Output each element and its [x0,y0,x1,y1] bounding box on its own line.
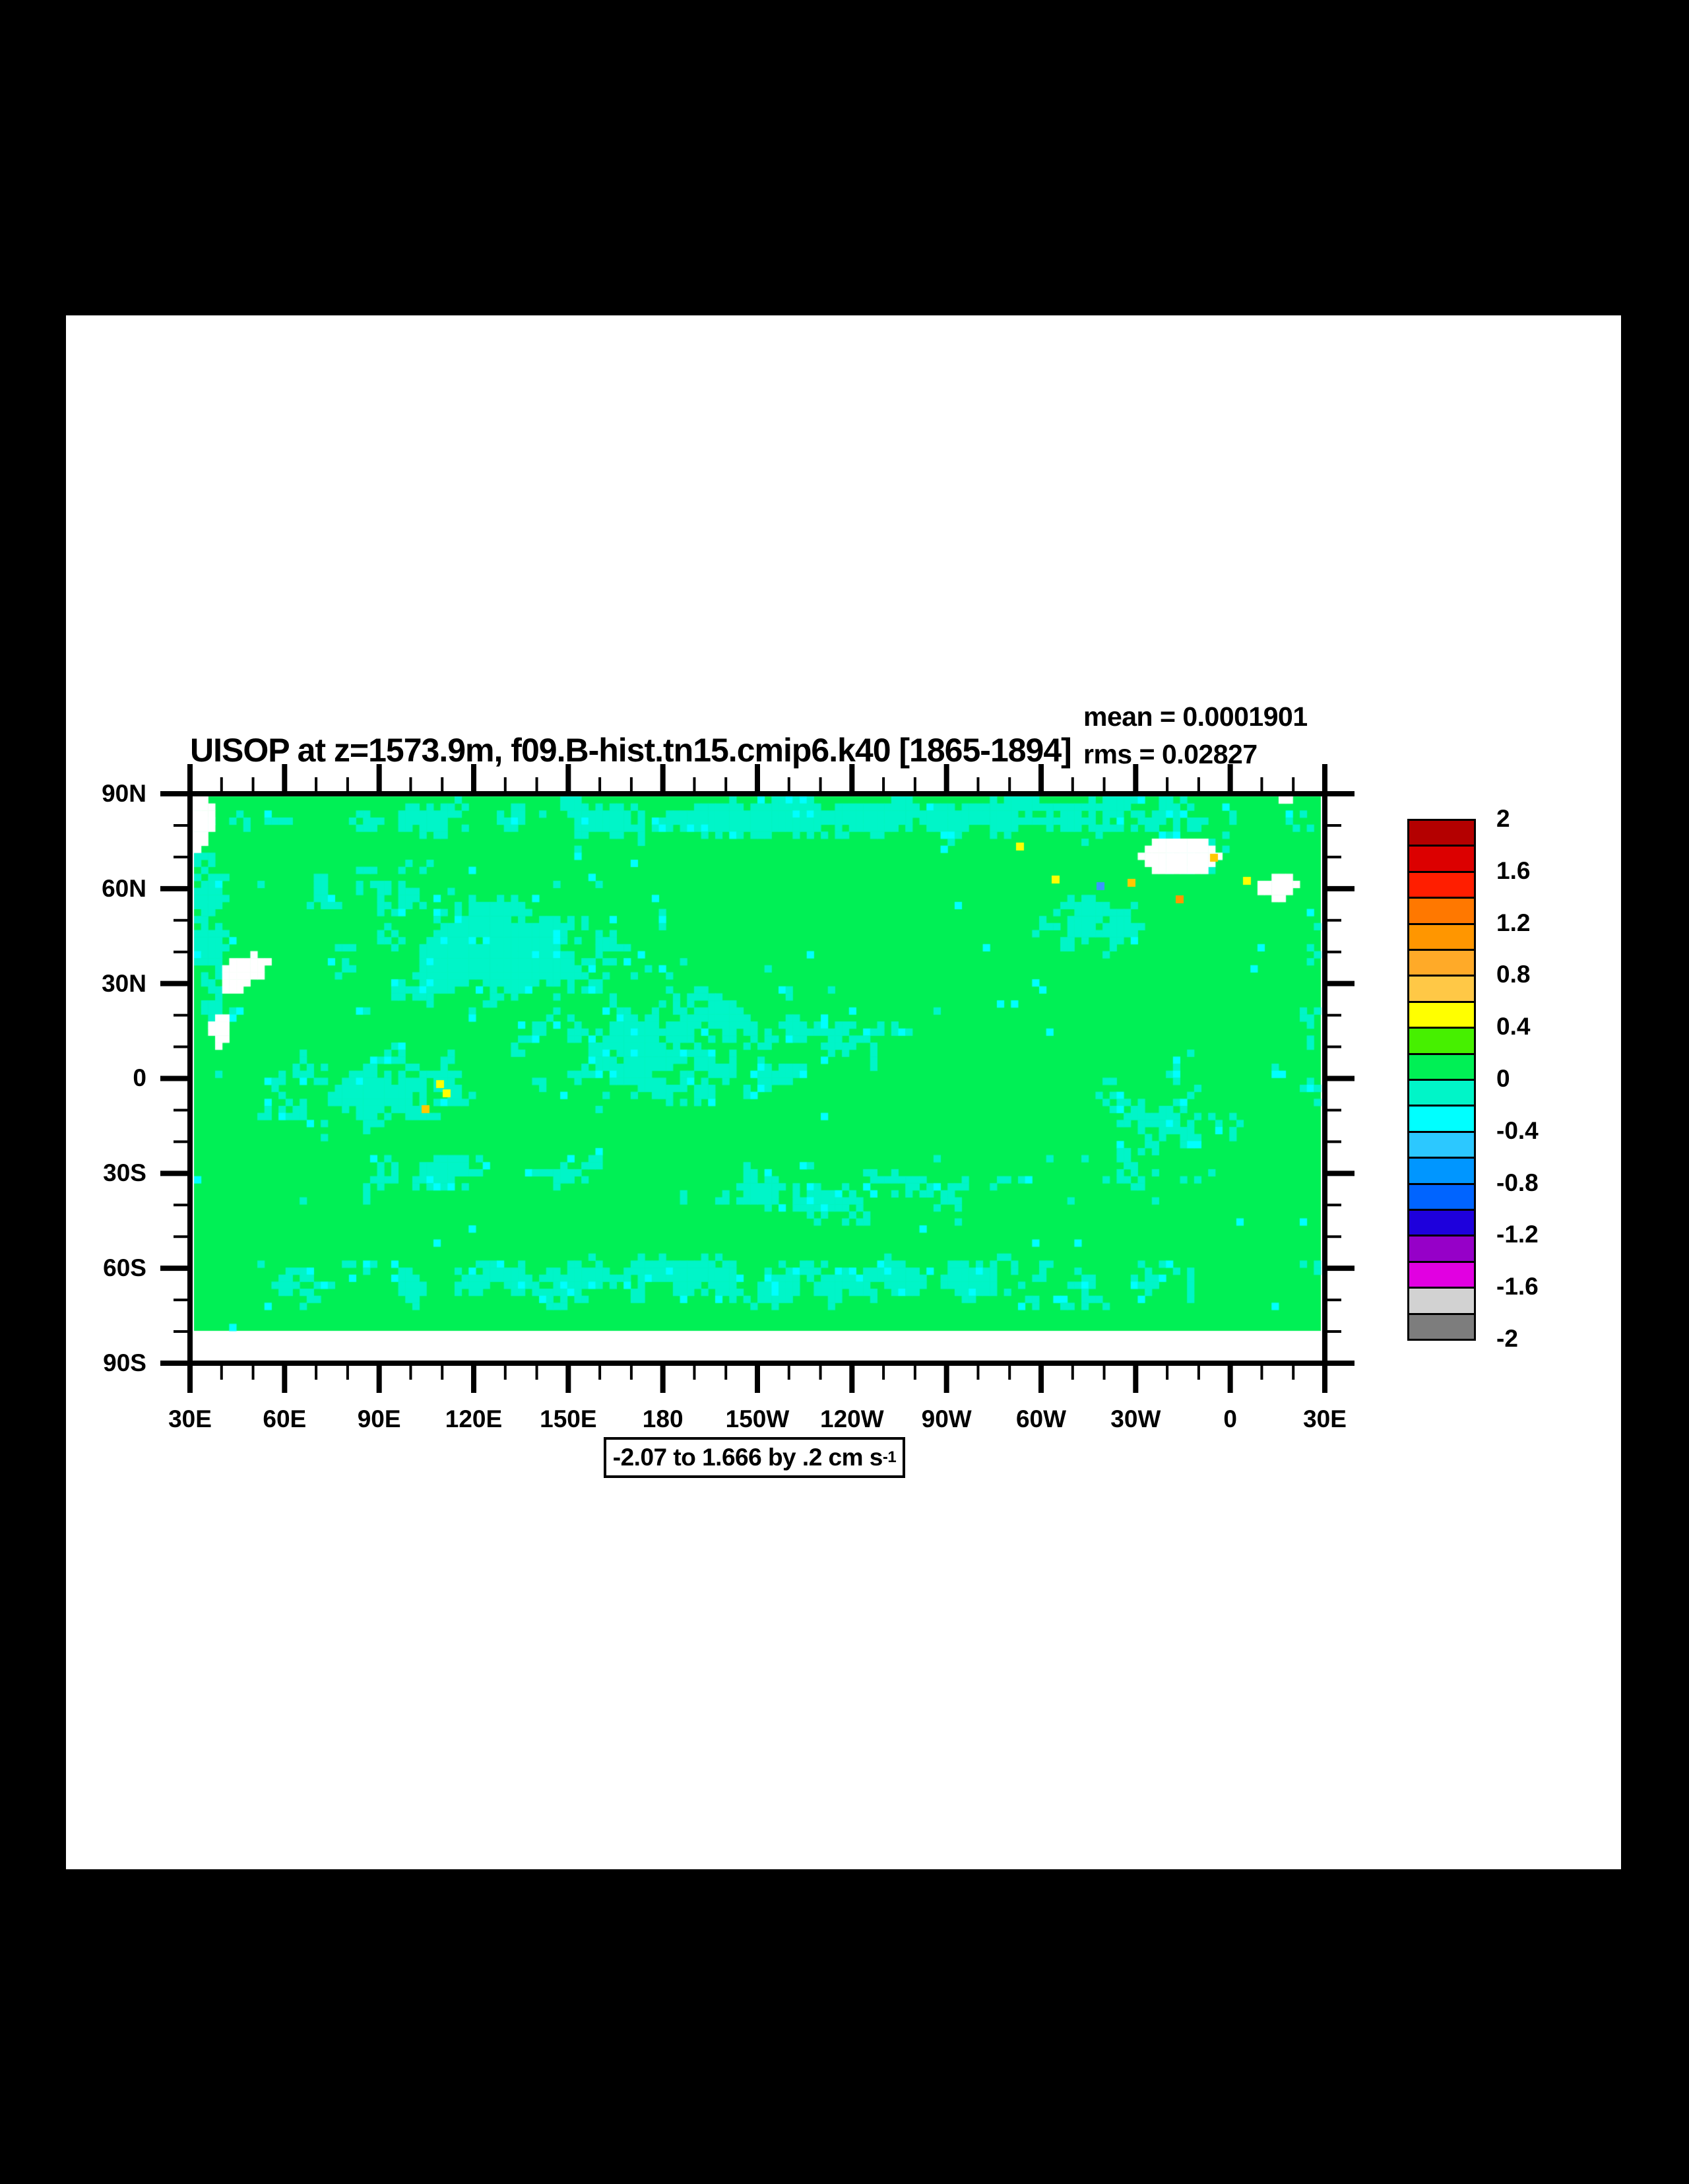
colorbar-label: -1.2 [1496,1221,1539,1248]
x-tick-label: 120W [820,1405,884,1432]
x-tick-label: 180 [642,1405,684,1432]
colorbar-cell [1407,1235,1476,1263]
colorbar-cell [1407,1105,1476,1133]
colorbar-label: 0.8 [1496,961,1531,988]
x-tick-label: 30E [168,1405,212,1432]
y-tick-label: 0 [133,1064,146,1092]
colorbar-cell [1407,1000,1476,1029]
colorbar-cell [1407,819,1476,847]
x-tick-label: 30E [1303,1405,1347,1432]
x-tick-label: 150W [725,1405,790,1432]
colorbar-label: -0.8 [1496,1169,1539,1196]
x-tick-label: 90E [357,1405,401,1432]
colorbar-label: -2 [1496,1325,1518,1352]
value-range-text: -2.07 to 1.666 by .2 cm s [612,1444,883,1471]
plot-panel: UISOP at z=1573.9m, f09.B-hist.tn15.cmip… [66,315,1621,1869]
colorbar-cell [1407,1052,1476,1081]
axes-frame [160,764,1354,1393]
colorbar-label: -1.6 [1496,1273,1539,1301]
colorbar-cell [1407,845,1476,873]
colorbar-cell [1407,975,1476,1003]
y-tick-label: 90N [102,780,146,807]
colorbar-label: -0.4 [1496,1116,1539,1144]
colorbar-cell [1407,1209,1476,1237]
colorbar-cell [1407,1079,1476,1107]
colorbar-label: 1.2 [1496,909,1531,936]
x-tick-label: 150E [540,1405,597,1432]
x-tick-label: 30W [1110,1405,1161,1432]
x-tick-label: 60W [1015,1405,1067,1432]
y-tick-label: 60S [103,1254,146,1282]
colorbar-cell [1407,1312,1476,1341]
x-tick-label: 0 [1223,1405,1237,1432]
colorbar-label: 2 [1496,805,1510,832]
x-tick-label: 60E [263,1405,307,1432]
colorbar-cell [1407,922,1476,951]
colorbar-cell [1407,1182,1476,1211]
stat-mean: mean = 0.0001901 [1083,701,1308,732]
x-tick-label: 120E [445,1405,503,1432]
colorbar-cell [1407,1027,1476,1055]
colorbar-cell [1407,897,1476,925]
x-tick-label: 90W [921,1405,972,1432]
colorbar-cell [1407,949,1476,977]
colorbar-label: 1.6 [1496,856,1531,884]
colorbar-cell [1407,1260,1476,1289]
y-tick-label: 60N [102,874,146,902]
colorbar-label: 0.4 [1496,1013,1531,1041]
colorbar-label: 0 [1496,1065,1510,1092]
colorbar-cell [1407,1130,1476,1159]
value-range-box: -2.07 to 1.666 by .2 cm s -1 [604,1437,905,1478]
y-tick-label: 30S [103,1159,146,1187]
y-tick-label: 30N [102,969,146,997]
plot-title: UISOP at z=1573.9m, f09.B-hist.tn15.cmip… [190,732,1072,769]
map-canvas [190,794,1325,1363]
y-tick-label: 90S [103,1349,146,1376]
colorbar-cell [1407,870,1476,899]
colorbar-cell [1407,1157,1476,1185]
colorbar-cell [1407,1287,1476,1315]
